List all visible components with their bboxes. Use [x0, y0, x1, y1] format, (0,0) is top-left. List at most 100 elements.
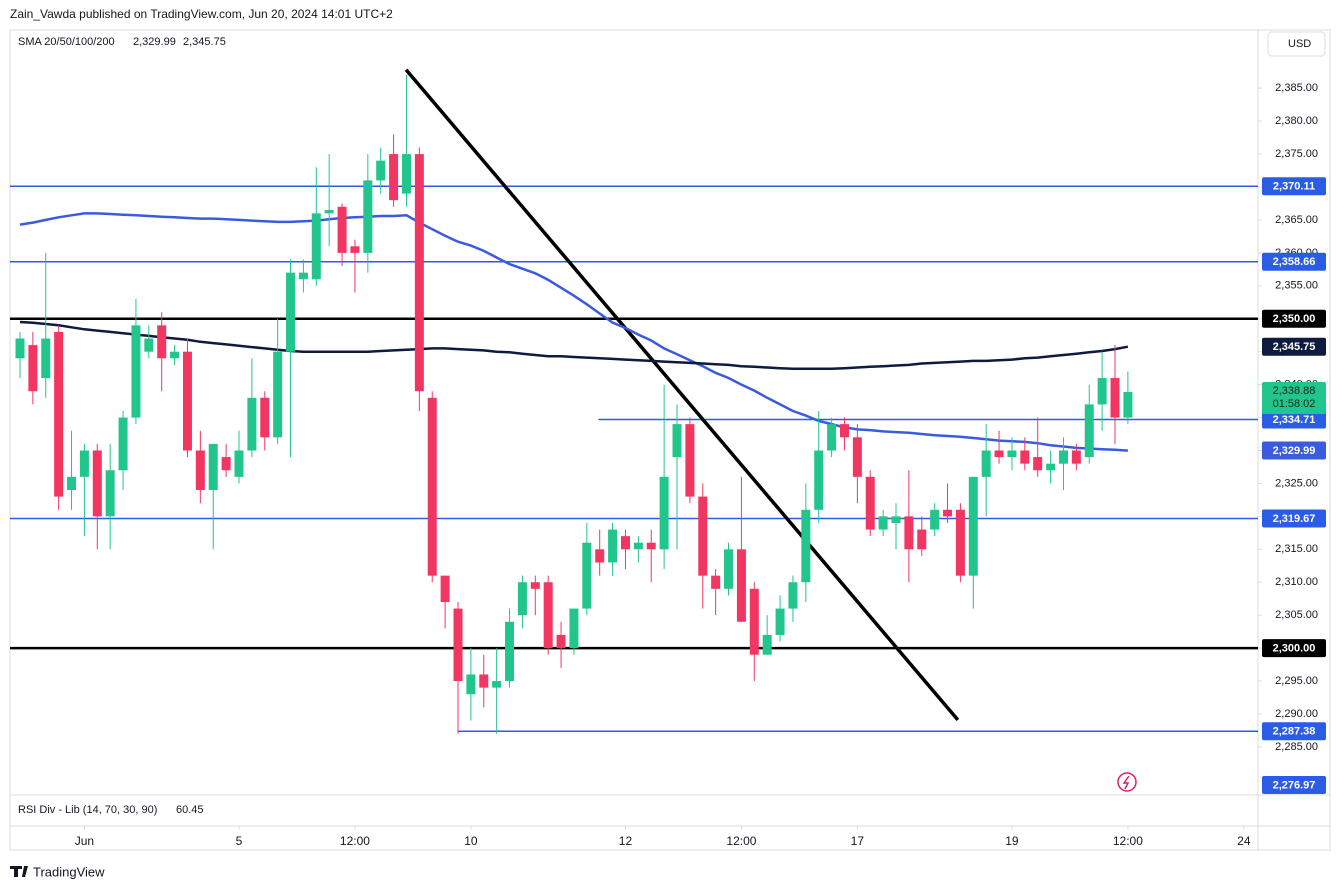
candle-body	[273, 351, 283, 438]
y-tick-label: 2,380.00	[1275, 115, 1318, 127]
brand-logo	[10, 866, 28, 877]
candle-body	[41, 338, 51, 379]
candle-body	[749, 588, 759, 655]
level-label: 2,319.67	[1273, 513, 1316, 525]
sma-line	[19, 212, 1128, 452]
y-tick-label: 2,310.00	[1275, 576, 1318, 588]
candle-body	[788, 582, 798, 609]
candle-body	[234, 450, 244, 477]
candle-body	[827, 424, 837, 451]
level-label: 2,350.00	[1273, 313, 1316, 325]
candle-body	[453, 608, 463, 682]
candle-body	[92, 450, 102, 517]
sma-legend-value: 2,329.99	[133, 36, 176, 48]
candle-body	[28, 345, 38, 392]
candle-body	[247, 397, 257, 451]
candle-body	[286, 272, 296, 352]
candle-body	[1084, 404, 1094, 458]
frame	[9, 29, 1331, 851]
candle-body	[1046, 463, 1056, 471]
candle-body	[144, 338, 154, 352]
candle-body	[1007, 450, 1017, 458]
x-tick-label: 10	[464, 834, 478, 848]
level-label-box	[1262, 410, 1326, 429]
candle-body	[878, 516, 888, 530]
candle-body	[891, 516, 901, 523]
candle-body	[1058, 450, 1068, 464]
candle-body	[337, 206, 347, 253]
trendline	[404, 68, 960, 722]
candle-body	[543, 582, 553, 649]
candle-body	[1033, 457, 1043, 471]
level-label-box	[1262, 252, 1326, 271]
candle-body	[401, 154, 411, 194]
x-tick-label: 24	[1237, 834, 1251, 848]
marker-label: 2,276.97	[1273, 779, 1316, 791]
candle-body	[620, 536, 630, 550]
candle-body	[865, 476, 875, 530]
candle-body	[801, 509, 811, 583]
candle-body	[698, 496, 708, 576]
y-tick-label: 2,295.00	[1275, 675, 1318, 687]
y-tick-label: 2,355.00	[1275, 280, 1318, 292]
sma-label-box	[1262, 337, 1326, 356]
candle-body	[105, 470, 115, 517]
candle-body	[157, 325, 167, 359]
countdown: 01:58:02	[1273, 398, 1316, 410]
y-tick-label: 2,285.00	[1275, 741, 1318, 753]
candle-body	[608, 529, 618, 563]
candle-body	[440, 575, 450, 602]
candle-body	[736, 549, 746, 622]
candle-body	[711, 575, 721, 589]
level-label: 2,334.71	[1273, 414, 1316, 426]
byline: Zain_Vawda published on TradingView.com,…	[10, 7, 393, 21]
brand: TradingView	[33, 864, 105, 879]
x-tick-label: 12:00	[726, 834, 756, 848]
level-label: 2,287.38	[1273, 726, 1316, 738]
x-tick-label: 19	[1005, 834, 1019, 848]
candle-body	[646, 542, 656, 550]
y-tick-label: 2,290.00	[1275, 708, 1318, 720]
last-price-box	[1262, 382, 1326, 415]
level-label-box	[1262, 722, 1326, 741]
candle-body	[298, 272, 308, 280]
level-label: 2,300.00	[1273, 643, 1316, 655]
candle-body	[79, 450, 89, 477]
candle-body	[685, 424, 695, 497]
x-tick-label: Jun	[75, 834, 94, 848]
y-tick-label: 2,325.00	[1275, 477, 1318, 489]
candle-body	[762, 634, 772, 655]
alert-icon[interactable]	[1117, 772, 1137, 792]
sma-title: SMA 20/50/100/200	[18, 36, 115, 48]
candle-body	[15, 338, 25, 359]
candle-body	[414, 154, 424, 392]
level-label: 2,370.11	[1273, 181, 1315, 193]
candle-body	[131, 325, 141, 418]
y-tick-label: 2,365.00	[1275, 214, 1318, 226]
candle-body	[633, 542, 643, 550]
x-tick-label: 17	[851, 834, 865, 848]
x-tick-label: 5	[236, 834, 243, 848]
candle-body	[427, 397, 437, 576]
candle-body	[981, 450, 991, 477]
candle-body	[492, 681, 502, 688]
candle-body	[195, 450, 205, 491]
candle-body	[943, 509, 953, 517]
candle-body	[556, 634, 566, 649]
candle-body	[930, 509, 940, 530]
candle-body	[595, 549, 605, 563]
sma-label-box	[1262, 441, 1326, 460]
candle-body	[517, 582, 527, 616]
candle-body	[1123, 392, 1133, 418]
last-price-label: 2,338.88	[1273, 385, 1316, 397]
candle-body	[1071, 450, 1081, 464]
candle-body	[904, 516, 914, 550]
x-tick-label: 12:00	[340, 834, 370, 848]
indicator-value: 60.45	[176, 804, 204, 816]
candle-body	[466, 674, 476, 695]
candle-body	[479, 674, 489, 688]
candle-body	[182, 351, 192, 451]
candle-body	[324, 210, 334, 214]
currency-button[interactable]	[1267, 31, 1326, 57]
y-tick-label: 2,375.00	[1275, 148, 1318, 160]
